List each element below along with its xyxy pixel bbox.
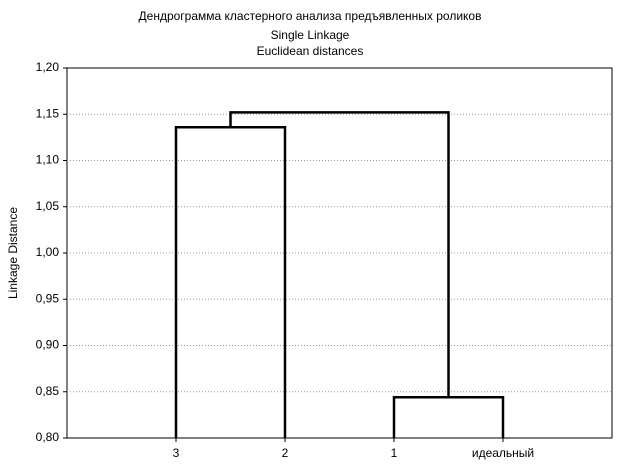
- x-tick-label: 1: [391, 446, 398, 460]
- y-tick-label: 1,15: [36, 106, 60, 120]
- y-tick-label: 0,80: [36, 430, 60, 444]
- y-tick-label: 1,00: [36, 245, 60, 259]
- y-tick-label: 0,85: [36, 384, 60, 398]
- y-tick-label: 0,90: [36, 338, 60, 352]
- x-tick-label: 3: [173, 446, 180, 460]
- y-tick-label: 1,10: [36, 153, 60, 167]
- chart-subtitle: Single Linkage: [271, 28, 350, 42]
- y-tick-label: 1,05: [36, 199, 60, 213]
- y-axis-label: Linkage Distance: [6, 207, 20, 299]
- chart-subtitle: Euclidean distances: [257, 44, 364, 58]
- y-tick-label: 0,95: [36, 291, 60, 305]
- y-tick-label: 1,20: [36, 60, 60, 74]
- dendrogram-link: [229, 111, 450, 398]
- x-tick-label: 2: [282, 446, 289, 460]
- chart-title: Дендрограмма кластерного анализа предъяв…: [139, 9, 482, 23]
- x-tick-label: идеальный: [472, 446, 534, 460]
